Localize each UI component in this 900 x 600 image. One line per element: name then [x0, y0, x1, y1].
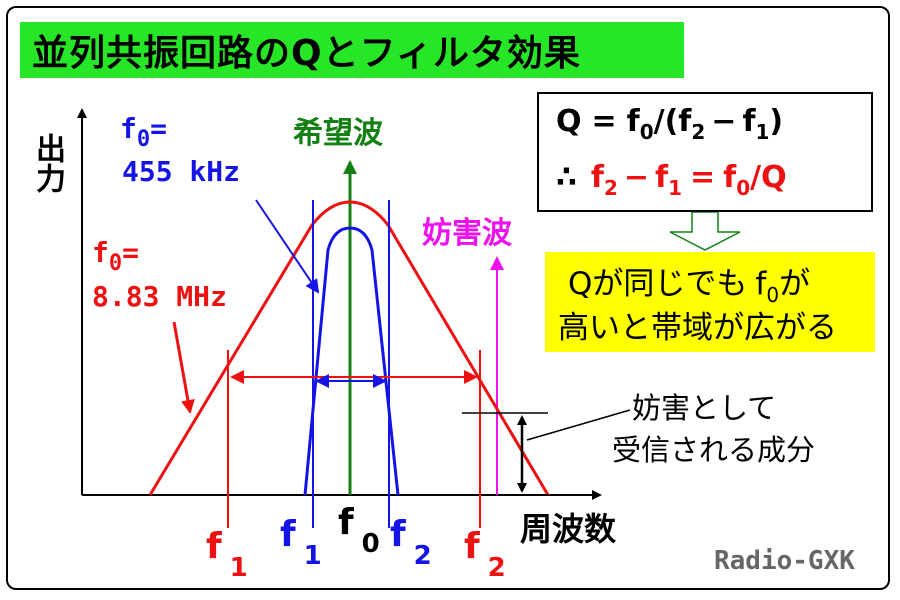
tick-red-f2-f: f — [464, 526, 480, 567]
credit-label: Radio-GXK — [714, 546, 855, 576]
formula2-f1: f — [655, 160, 669, 195]
formula2-f2: f — [590, 160, 604, 195]
tick-blue-f1-f: f — [280, 514, 296, 555]
formula-f0-sub: 0 — [639, 120, 654, 144]
tick-blue-f2-sub: 2 — [413, 541, 432, 571]
title-banner: 並列共振回路のQとフィルタ効果 — [20, 22, 684, 78]
tick-red-f1: f1 — [206, 526, 248, 583]
tick-blue-f2: f2 — [390, 514, 432, 571]
note-line1-a: Qが同じでも — [568, 266, 748, 302]
note-line2: 高いと帯域が広がる — [558, 310, 837, 346]
tick-blue-f1: f1 — [280, 514, 322, 571]
formula2-f0: f — [723, 160, 737, 195]
y-axis-label-text: 出力 — [30, 133, 65, 193]
diagram-title: 並列共振回路のQとフィルタ効果 — [32, 33, 581, 74]
red-f0-value: 8.83 MHz — [92, 280, 227, 313]
formula-f0: f — [626, 104, 640, 139]
formula-minus: − — [711, 104, 737, 139]
note-box — [545, 252, 875, 352]
note-line1: Qが同じでも f0が — [568, 258, 811, 307]
formula-line1: Q = f0/(f2− f1) — [556, 104, 784, 144]
formula-box — [537, 92, 873, 212]
tick-f0-sub: 0 — [361, 529, 380, 559]
blue-f0-sub: 0 — [136, 127, 151, 152]
tick-blue-f2-f: f — [390, 514, 406, 555]
blue-f0-eq: = — [150, 112, 167, 145]
red-label-pointer — [172, 321, 195, 414]
interference-note-pointer — [526, 409, 631, 441]
formula-close: ) — [769, 104, 784, 139]
red-f0-eq: = — [122, 236, 139, 269]
blue-f0-value: 455 kHz — [122, 155, 241, 188]
tick-red-f1-sub: 1 — [229, 553, 248, 583]
formula2-minus: − — [623, 160, 649, 195]
note-line1-f: f — [755, 266, 767, 302]
x-axis-label: 周波数 — [520, 510, 617, 548]
formula2-f2-sub: 2 — [603, 176, 618, 200]
formula-Q: Q — [556, 104, 582, 139]
formula-f1: f — [742, 104, 756, 139]
tick-blue-f1-sub: 1 — [303, 541, 322, 571]
red-f0-sub: 0 — [108, 251, 123, 276]
interference-note-line2: 受信される成分 — [612, 433, 816, 467]
formula2-f0-sub: 0 — [736, 176, 751, 200]
y-axis-label: 出力 — [30, 133, 65, 201]
formula-therefore: ∴ — [556, 160, 577, 195]
formula-line2: ∴ f2− f1 = f0/Q — [556, 160, 787, 200]
tick-red-f2: f2 — [464, 526, 506, 583]
interference-note-line1: 妨害として — [632, 391, 777, 425]
tick-f0-f: f — [338, 502, 354, 543]
red-f0-symbol: f — [92, 236, 109, 269]
blue-f0-symbol: f — [120, 112, 137, 145]
blue-f0-label: f0= — [120, 112, 167, 152]
red-response-curve — [148, 200, 550, 496]
note-line1-b: が — [779, 266, 811, 302]
tick-red-f1-f: f — [206, 526, 222, 567]
tick-red-f2-sub: 2 — [487, 553, 506, 583]
interference-signal-label: 妨害波 — [422, 216, 512, 251]
blue-response-curve — [303, 226, 400, 496]
formula-eq: = — [591, 104, 617, 139]
formula-open: /(f — [653, 104, 692, 139]
formula-f2-sub: 2 — [691, 120, 706, 144]
formula2-f1-sub: 1 — [668, 176, 682, 200]
tick-f0: f0 — [338, 502, 380, 559]
desired-signal-label: 希望波 — [293, 116, 383, 151]
formula-to-note-arrow — [669, 211, 741, 251]
formula2-eq: = — [689, 160, 716, 195]
formula2-slashQ: /Q — [750, 160, 787, 195]
blue-label-pointer — [255, 199, 320, 294]
red-f0-label: f0= — [92, 236, 139, 276]
note-line1-sub: 0 — [766, 283, 780, 307]
formula-f1-sub: 1 — [755, 120, 770, 144]
